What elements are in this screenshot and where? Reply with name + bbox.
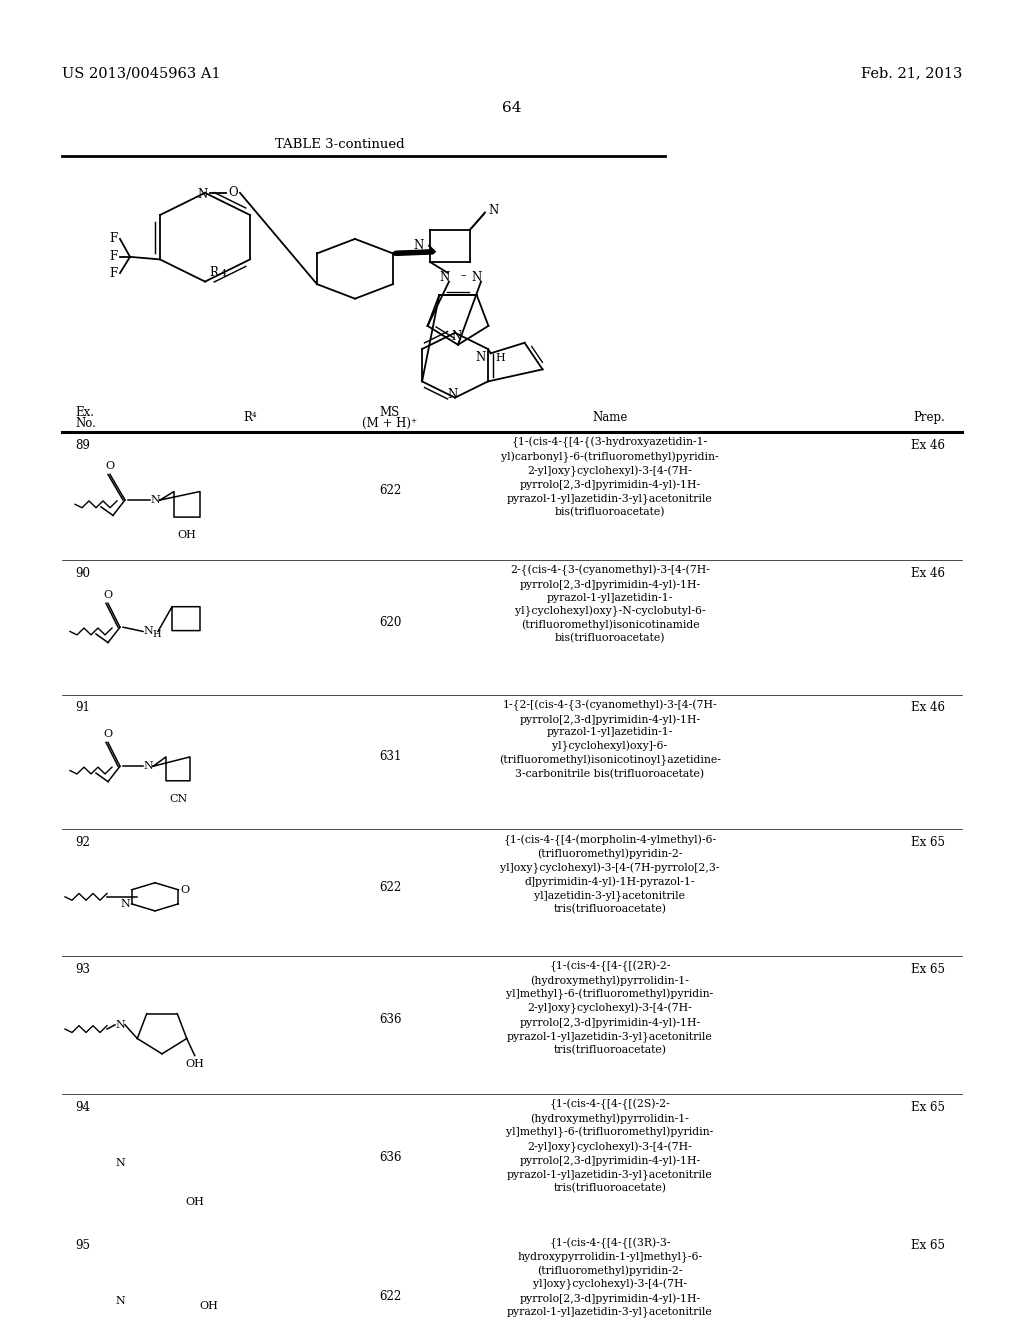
Text: {1-(cis-4-{[4-{[(2S)-2-
(hydroxymethyl)pyrrolidin-1-
yl]methyl}-6-(trifluorometh: {1-(cis-4-{[4-{[(2S)-2- (hydroxymethyl)p…: [507, 1100, 714, 1193]
Text: N: N: [440, 271, 451, 284]
Text: Feb. 21, 2013: Feb. 21, 2013: [860, 66, 962, 81]
Text: F: F: [109, 232, 117, 246]
Text: 92: 92: [75, 837, 90, 849]
Text: 94: 94: [75, 1101, 90, 1114]
Text: O: O: [105, 461, 115, 471]
Text: N: N: [151, 495, 160, 506]
Text: 64: 64: [502, 100, 522, 115]
Text: O: O: [228, 186, 238, 199]
Text: 95: 95: [75, 1239, 90, 1251]
Text: 93: 93: [75, 962, 90, 975]
Text: O: O: [103, 729, 113, 739]
Text: Ex 65: Ex 65: [911, 962, 945, 975]
Text: OH: OH: [200, 1300, 218, 1311]
Text: R⁴: R⁴: [243, 412, 257, 424]
Text: N: N: [447, 388, 458, 401]
Text: TABLE 3-continued: TABLE 3-continued: [275, 139, 404, 152]
Text: 89: 89: [75, 438, 90, 451]
Text: H: H: [153, 631, 162, 639]
Text: Prep.: Prep.: [913, 412, 945, 424]
Text: N: N: [115, 1158, 125, 1168]
Text: (M + H)⁺: (M + H)⁺: [362, 417, 418, 430]
Text: N: N: [488, 205, 499, 218]
Text: {1-(cis-4-{[4-{(3-hydroxyazetidin-1-
yl)carbonyl}-6-(trifluoromethyl)pyridin-
2-: {1-(cis-4-{[4-{(3-hydroxyazetidin-1- yl)…: [501, 437, 719, 517]
Text: 91: 91: [75, 701, 90, 714]
Text: N: N: [414, 239, 424, 252]
Text: 4: 4: [221, 269, 226, 277]
Text: N: N: [143, 762, 153, 771]
Text: Ex 65: Ex 65: [911, 837, 945, 849]
Text: {1-(cis-4-{[4-(morpholin-4-ylmethyl)-6-
(trifluoromethyl)pyridin-2-
yl]oxy}cyclo: {1-(cis-4-{[4-(morpholin-4-ylmethyl)-6- …: [501, 834, 720, 915]
Text: N: N: [115, 1020, 125, 1030]
Text: Ex 65: Ex 65: [911, 1239, 945, 1251]
Text: Name: Name: [592, 412, 628, 424]
Text: H: H: [496, 352, 506, 363]
Text: N: N: [115, 1296, 125, 1307]
Text: F: F: [109, 267, 117, 280]
Text: N: N: [198, 187, 208, 201]
Text: N: N: [472, 271, 482, 284]
Text: O: O: [181, 884, 189, 895]
Text: US 2013/0045963 A1: US 2013/0045963 A1: [62, 66, 220, 81]
Text: Ex 65: Ex 65: [911, 1101, 945, 1114]
Text: {1-(cis-4-{[4-{[(3R)-3-
hydroxypyrrolidin-1-yl]methyl}-6-
(trifluoromethyl)pyrid: {1-(cis-4-{[4-{[(3R)-3- hydroxypyrrolidi…: [507, 1237, 713, 1320]
Text: 636: 636: [379, 1014, 401, 1026]
Text: N: N: [452, 330, 462, 343]
Text: 636: 636: [379, 1151, 401, 1164]
Text: Ex 46: Ex 46: [911, 701, 945, 714]
Text: 631: 631: [379, 750, 401, 763]
Text: R: R: [209, 267, 218, 280]
Text: 622: 622: [379, 880, 401, 894]
Text: OH: OH: [185, 1197, 204, 1208]
Text: Ex.: Ex.: [75, 407, 94, 420]
Text: 620: 620: [379, 615, 401, 628]
Text: Ex 46: Ex 46: [911, 566, 945, 579]
Text: N: N: [475, 351, 485, 364]
Text: CN: CN: [169, 793, 187, 804]
Text: N: N: [121, 899, 130, 909]
Text: –: –: [460, 271, 466, 281]
Text: {1-(cis-4-{[4-{[(2R)-2-
(hydroxymethyl)pyrrolidin-1-
yl]methyl}-6-(trifluorometh: {1-(cis-4-{[4-{[(2R)-2- (hydroxymethyl)p…: [507, 961, 714, 1055]
Text: 2-{(cis-4-{3-(cyanomethyl)-3-[4-(7H-
pyrrolo[2,3-d]pyrimidin-4-yl)-1H-
pyrazol-1: 2-{(cis-4-{3-(cyanomethyl)-3-[4-(7H- pyr…: [510, 565, 710, 644]
Text: 622: 622: [379, 484, 401, 498]
Text: OH: OH: [177, 529, 197, 540]
Text: No.: No.: [75, 417, 96, 430]
Text: 1-{2-[(cis-4-{3-(cyanomethyl)-3-[4-(7H-
pyrrolo[2,3-d]pyrimidin-4-yl)-1H-
pyrazo: 1-{2-[(cis-4-{3-(cyanomethyl)-3-[4-(7H- …: [499, 700, 721, 779]
Text: MS: MS: [380, 407, 400, 420]
Text: N: N: [143, 627, 153, 636]
Text: 90: 90: [75, 566, 90, 579]
Text: Ex 46: Ex 46: [911, 438, 945, 451]
Text: OH: OH: [185, 1059, 204, 1069]
Text: O: O: [103, 590, 113, 599]
Text: F: F: [109, 251, 117, 264]
Text: 622: 622: [379, 1290, 401, 1303]
